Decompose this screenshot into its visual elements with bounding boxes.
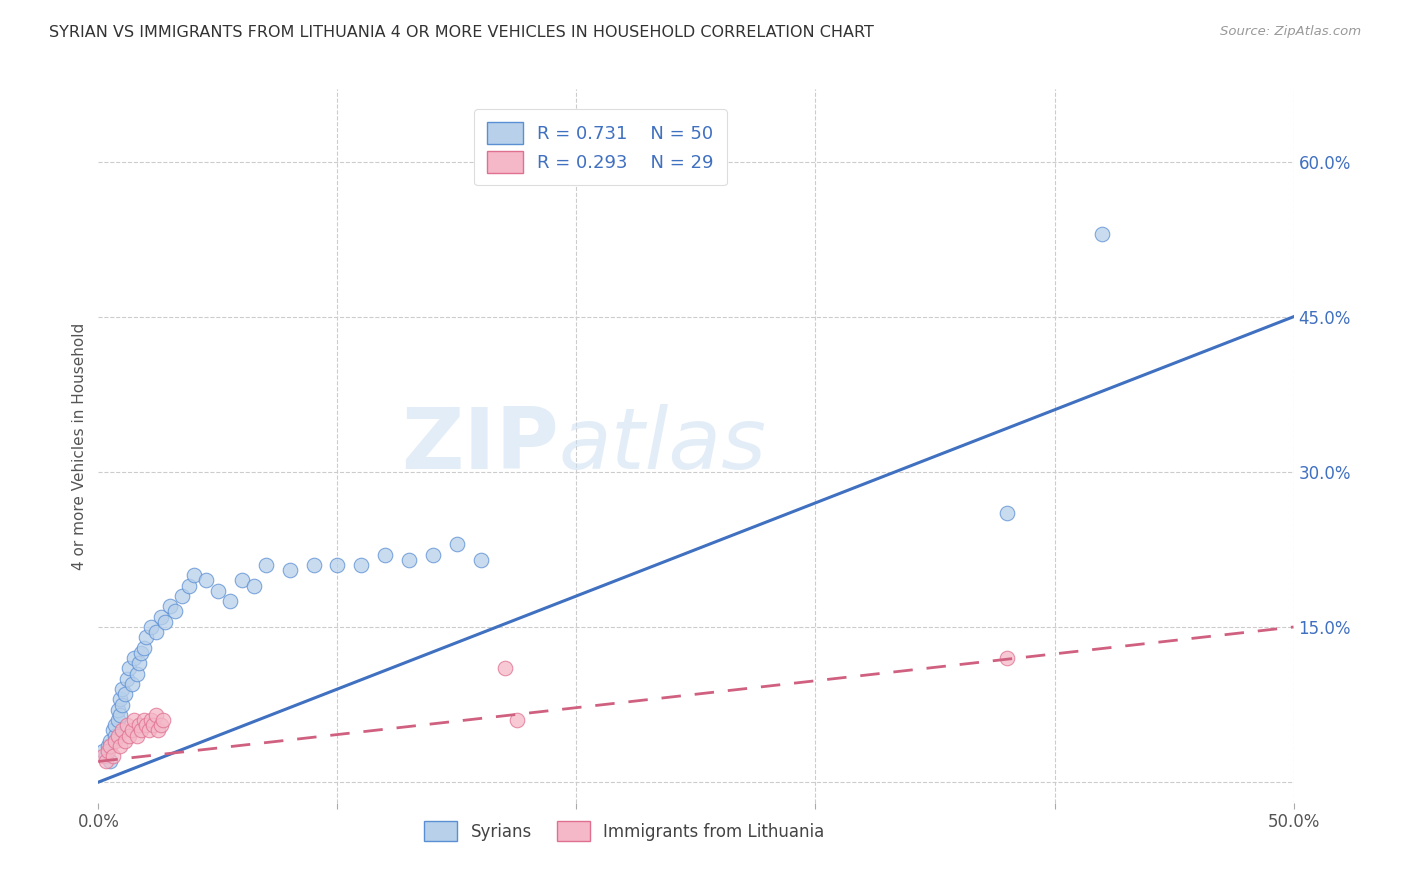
Text: ZIP: ZIP (401, 404, 558, 488)
Point (302, 558, 325, 572)
Point (101, 723, 124, 738)
Point (138, 723, 160, 738)
Point (108, 692, 131, 706)
Point (995, 506, 1018, 520)
Point (115, 672, 138, 686)
Point (98, 733, 122, 747)
Point (163, 605, 186, 619)
Point (118, 661, 141, 675)
Point (145, 707, 167, 722)
Point (278, 563, 301, 577)
Point (149, 609, 172, 624)
Point (155, 615, 177, 629)
Text: atlas: atlas (558, 404, 766, 488)
Point (104, 729, 127, 743)
Point (104, 718, 127, 732)
Point (145, 625, 167, 640)
Point (111, 723, 134, 738)
Point (326, 558, 349, 572)
Point (97, 739, 120, 753)
Point (139, 620, 162, 634)
Point (108, 739, 131, 753)
Point (115, 718, 138, 732)
Point (470, 553, 492, 567)
Point (142, 718, 165, 732)
Text: SYRIAN VS IMMIGRANTS FROM LITHUANIA 4 OR MORE VEHICLES IN HOUSEHOLD CORRELATION : SYRIAN VS IMMIGRANTS FROM LITHUANIA 4 OR… (49, 25, 875, 40)
Point (94, 749, 117, 764)
Point (131, 646, 153, 660)
Point (135, 718, 157, 732)
Point (132, 713, 155, 727)
Point (243, 579, 266, 593)
Point (139, 713, 162, 727)
Point (446, 537, 468, 551)
Point (118, 729, 141, 743)
Point (172, 589, 194, 603)
Point (104, 733, 127, 747)
Point (121, 677, 143, 691)
Point (398, 553, 420, 567)
Point (101, 749, 124, 764)
Point (995, 651, 1018, 665)
Point (506, 713, 529, 727)
Point (124, 713, 146, 727)
Point (125, 729, 148, 743)
Point (107, 703, 129, 717)
Point (121, 723, 143, 738)
Point (98, 739, 122, 753)
Point (107, 729, 129, 743)
Point (374, 548, 396, 562)
Point (494, 661, 516, 675)
Point (207, 583, 229, 598)
Text: Source: ZipAtlas.com: Source: ZipAtlas.com (1220, 25, 1361, 38)
Point (128, 656, 150, 670)
Point (254, 558, 277, 572)
Point (179, 579, 201, 593)
Point (132, 640, 155, 655)
Point (131, 723, 153, 738)
Point (98, 755, 122, 769)
Legend: Syrians, Immigrants from Lithuania: Syrians, Immigrants from Lithuania (418, 814, 831, 848)
Point (111, 681, 134, 696)
Point (128, 718, 150, 732)
Point (114, 687, 136, 701)
Point (111, 698, 134, 712)
Point (124, 651, 146, 665)
Point (107, 713, 129, 727)
Point (183, 568, 205, 582)
Point (91, 749, 114, 764)
Point (149, 718, 172, 732)
Point (350, 558, 373, 572)
Point (159, 599, 181, 614)
Point (114, 733, 136, 747)
Point (422, 548, 444, 562)
Point (219, 594, 242, 608)
Y-axis label: 4 or more Vehicles in Household: 4 or more Vehicles in Household (72, 322, 87, 570)
Point (135, 630, 157, 644)
Point (148, 723, 170, 738)
Point (108, 707, 131, 722)
Point (125, 666, 148, 681)
Point (94, 755, 117, 769)
Point (1091, 227, 1114, 241)
Point (152, 713, 174, 727)
Point (91, 744, 114, 758)
Point (195, 574, 218, 588)
Point (231, 574, 253, 588)
Point (97, 744, 120, 758)
